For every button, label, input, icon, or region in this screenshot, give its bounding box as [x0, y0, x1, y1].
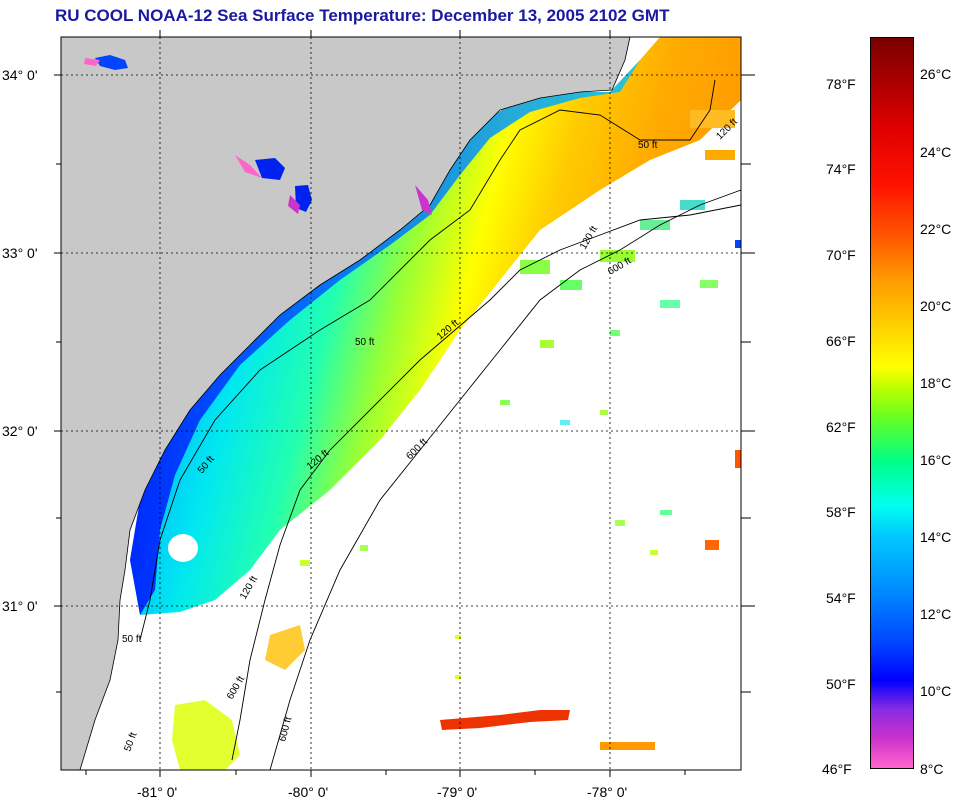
sst-scatter — [300, 110, 741, 750]
graticule — [61, 37, 741, 770]
contour-label: 50 ft — [638, 140, 658, 151]
cloud-gap — [168, 534, 198, 562]
land — [60, 36, 631, 771]
lat-label: 34° 0' — [2, 67, 38, 83]
c-label: 22°C — [920, 221, 952, 237]
f-label: 54°F — [826, 590, 856, 606]
c-label: 8°C — [920, 761, 944, 777]
sst-warm-band — [440, 710, 570, 730]
f-label: 58°F — [826, 504, 856, 520]
sst-south-patch — [172, 700, 240, 770]
c-label: 14°C — [920, 529, 952, 545]
c-label: 20°C — [920, 298, 952, 314]
colorbar — [870, 37, 914, 769]
map-frame — [60, 36, 742, 771]
f-label: 70°F — [826, 247, 856, 263]
f-label: 78°F — [826, 76, 856, 92]
sst-south-patch-2 — [265, 625, 305, 670]
contour-50ft — [139, 79, 716, 641]
longitude-labels: -81° 0' -80° 0' -79° 0' -78° 0' — [137, 784, 627, 800]
lon-label: -78° 0' — [587, 784, 627, 800]
f-label: 62°F — [826, 419, 856, 435]
f-label: 50°F — [826, 676, 856, 692]
latitude-labels: 34° 0' 33° 0' 32° 0' 31° 0' — [2, 67, 38, 614]
lat-label: 32° 0' — [2, 423, 38, 439]
lon-label: -80° 0' — [288, 784, 328, 800]
depth-contours — [139, 79, 742, 771]
c-label: 26°C — [920, 66, 952, 82]
map-title: RU COOL NOAA-12 Sea Surface Temperature:… — [55, 6, 670, 25]
lat-label: 31° 0' — [2, 598, 38, 614]
contour-label: 50 ft — [355, 337, 375, 348]
lat-label: 33° 0' — [2, 245, 38, 261]
c-label: 12°C — [920, 606, 952, 622]
inland-lakes — [84, 55, 432, 215]
c-label: 24°C — [920, 144, 952, 160]
lon-label: -79° 0' — [437, 784, 477, 800]
f-label: 46°F — [822, 761, 852, 777]
c-label: 10°C — [920, 683, 952, 699]
c-label: 16°C — [920, 452, 952, 468]
axis-ticks — [54, 30, 755, 777]
contour-120ft — [231, 204, 742, 761]
contour-label: 50 ft — [122, 634, 142, 645]
c-label: 18°C — [920, 375, 952, 391]
f-label: 66°F — [826, 333, 856, 349]
sst-swath — [130, 37, 741, 615]
f-label: 74°F — [826, 161, 856, 177]
lon-label: -81° 0' — [137, 784, 177, 800]
contour-600ft — [269, 189, 742, 771]
